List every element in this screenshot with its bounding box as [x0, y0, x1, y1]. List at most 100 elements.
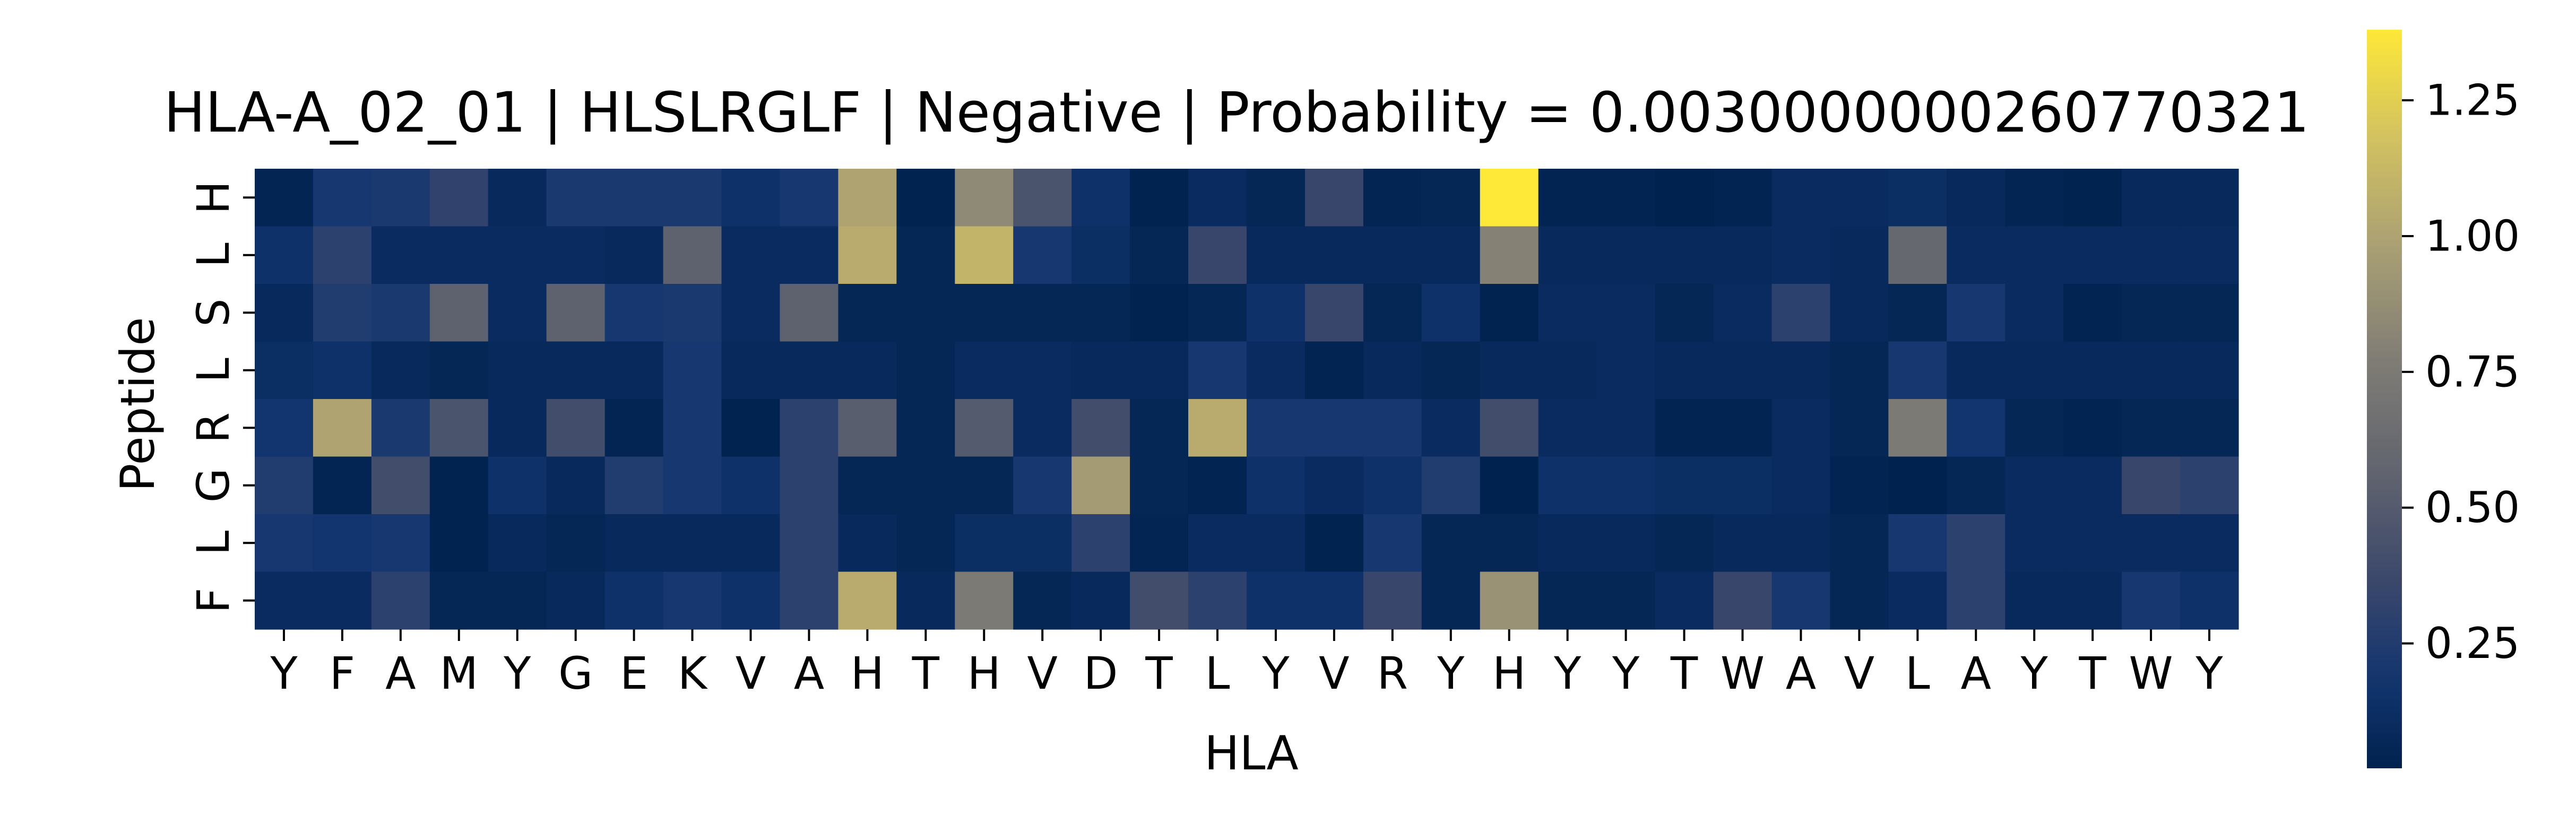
y-tick-label: G: [187, 468, 239, 502]
heatmap-cell: [1888, 169, 1947, 227]
heatmap-cell: [1188, 169, 1247, 227]
heatmap-cell: [1188, 341, 1247, 400]
heatmap-cell: [896, 169, 955, 227]
heatmap-cell: [1947, 284, 2006, 342]
heatmap-cell: [1655, 514, 1714, 573]
heatmap-cell: [721, 341, 781, 400]
heatmap-cell: [546, 399, 606, 457]
heatmap-cell: [2063, 571, 2122, 630]
heatmap-cell: [604, 399, 664, 457]
heatmap-cell: [896, 514, 955, 573]
heatmap-cell: [1304, 169, 1364, 227]
heatmap-cell: [429, 284, 489, 342]
heatmap-cell: [313, 226, 372, 284]
heatmap-cell: [1247, 456, 1306, 515]
heatmap-cell: [1655, 341, 1714, 400]
x-tick-label: Y: [1553, 647, 1581, 699]
heatmap-cell: [1771, 514, 1831, 573]
heatmap-cell: [255, 571, 314, 630]
heatmap-cell: [2122, 284, 2181, 342]
heatmap-cell: [896, 571, 955, 630]
heatmap-cell: [1538, 169, 1597, 227]
heatmap-cell: [1247, 284, 1306, 342]
heatmap-cell: [1947, 456, 2006, 515]
x-tick-label: Y: [270, 647, 298, 699]
heatmap-cell: [1596, 399, 1656, 457]
heatmap-cell: [313, 571, 372, 630]
heatmap-cell: [2122, 226, 2181, 284]
heatmap-cell: [1771, 284, 1831, 342]
heatmap-cell: [1304, 399, 1364, 457]
heatmap-cell: [1480, 514, 1539, 573]
x-tick-label: T: [912, 647, 940, 699]
heatmap-cell: [721, 169, 781, 227]
heatmap-cell: [2063, 341, 2122, 400]
heatmap-cell: [1304, 341, 1364, 400]
heatmap-cell: [1071, 571, 1130, 630]
x-tick-label: T: [1145, 647, 1173, 699]
heatmap-cell: [721, 226, 781, 284]
heatmap-cell: [1188, 571, 1247, 630]
heatmap-cell: [488, 169, 547, 227]
heatmap-cell: [955, 284, 1014, 342]
heatmap-cell: [1188, 399, 1247, 457]
y-axis-label: Peptide: [110, 317, 165, 492]
heatmap-cell: [955, 341, 1014, 400]
x-tick-label: M: [440, 647, 478, 699]
y-tick-label: H: [187, 181, 239, 214]
heatmap-cell: [1421, 571, 1481, 630]
heatmap-cell: [488, 456, 547, 515]
heatmap-cell: [371, 514, 430, 573]
heatmap-cell: [313, 341, 372, 400]
heatmap-cell: [546, 226, 606, 284]
heatmap-cell: [488, 226, 547, 284]
x-tick-label: V: [1844, 647, 1874, 699]
heatmap-cell: [604, 169, 664, 227]
heatmap-cell: [721, 456, 781, 515]
heatmap-cell: [838, 456, 897, 515]
heatmap-cell: [1538, 341, 1597, 400]
x-tick-label: H: [1492, 647, 1526, 699]
heatmap-cell: [1363, 571, 1422, 630]
heatmap-cell: [1421, 514, 1481, 573]
heatmap-cell: [429, 514, 489, 573]
heatmap-cell: [1713, 341, 1773, 400]
heatmap-cell: [488, 399, 547, 457]
heatmap-cell: [1130, 514, 1189, 573]
heatmap-cell: [1013, 456, 1072, 515]
heatmap-cell: [1247, 169, 1306, 227]
heatmap-cell: [1363, 456, 1422, 515]
y-tick-label: R: [187, 412, 239, 443]
x-tick-label: G: [558, 647, 593, 699]
heatmap-cell: [780, 169, 839, 227]
heatmap-cell: [255, 514, 314, 573]
heatmap-cell: [429, 169, 489, 227]
heatmap-cell: [721, 514, 781, 573]
x-axis-label: HLA: [1204, 726, 1298, 781]
heatmap-cell: [1421, 399, 1481, 457]
heatmap-cell: [663, 341, 722, 400]
heatmap-cell: [1013, 226, 1072, 284]
heatmap-cell: [721, 399, 781, 457]
heatmap-cell: [1655, 456, 1714, 515]
heatmap-cell: [2005, 341, 2064, 400]
x-tick-label: Y: [2195, 647, 2223, 699]
heatmap-cell: [1888, 456, 1947, 515]
heatmap-cell: [2180, 226, 2239, 284]
x-tick-label: E: [620, 647, 648, 699]
y-tick-label: L: [187, 358, 239, 383]
heatmap-cell: [371, 226, 430, 284]
heatmap-cell: [313, 169, 372, 227]
heatmap-cell: [780, 399, 839, 457]
heatmap-cell: [2063, 169, 2122, 227]
heatmap-cell: [1713, 399, 1773, 457]
heatmap-cell: [1888, 399, 1947, 457]
heatmap-cell: [1947, 169, 2006, 227]
heatmap-cell: [2005, 514, 2064, 573]
heatmap-cell: [313, 284, 372, 342]
heatmap-cell: [1013, 341, 1072, 400]
heatmap-cell: [955, 169, 1014, 227]
chart-title: HLA-A_02_01 | HLSLRGLF | Negative | Prob…: [164, 80, 2310, 145]
heatmap-cell: [1888, 514, 1947, 573]
x-tick-label: K: [678, 647, 708, 699]
